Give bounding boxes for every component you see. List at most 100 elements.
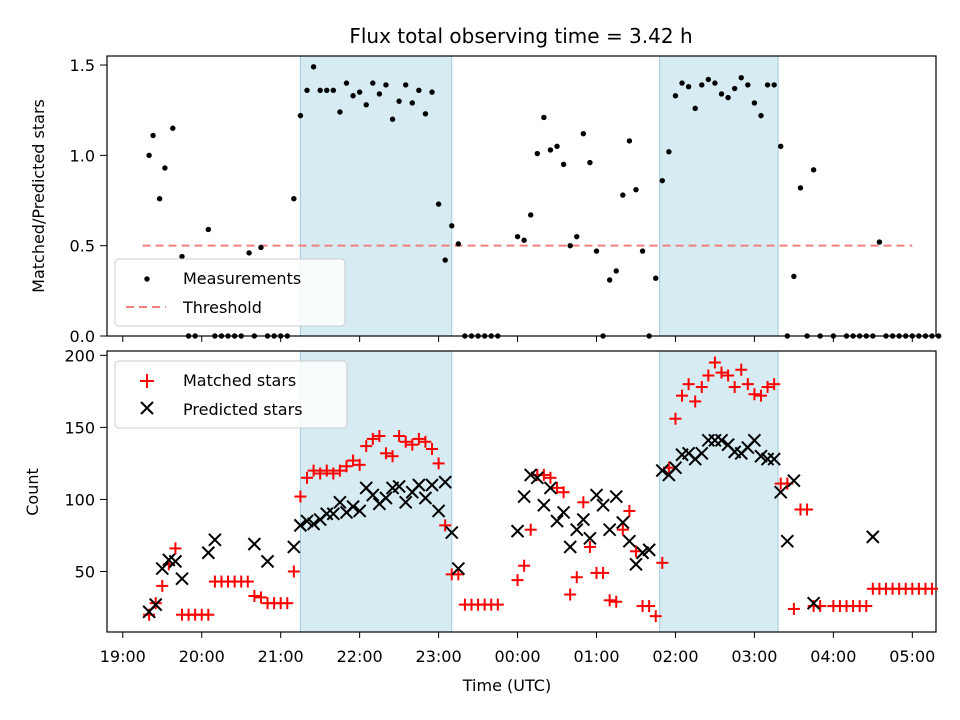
predicted-stars-point	[201, 546, 216, 560]
matched-stars-point	[735, 363, 748, 376]
predicted-stars-point	[787, 473, 801, 488]
predicted-stars-point	[747, 433, 762, 448]
matched-stars-point	[597, 566, 610, 579]
measurement-point	[692, 105, 698, 112]
predicted-stars-point	[550, 514, 564, 528]
predicted-stars-point	[609, 489, 623, 504]
measurement-point	[929, 333, 935, 339]
matched-stars-point	[386, 450, 399, 463]
x-tick-label: 21:00	[258, 647, 304, 666]
predicted-stars-point	[412, 478, 426, 492]
predicted-stars-point	[510, 524, 525, 538]
measurement-point	[850, 333, 856, 339]
predicted-stars-point	[642, 543, 656, 557]
measurement-point	[672, 93, 679, 99]
matched-stars-point	[748, 388, 761, 401]
matched-stars-point	[801, 503, 814, 516]
measurement-point	[179, 253, 185, 260]
measurement-point	[370, 80, 376, 86]
predicted-stars-point	[583, 531, 597, 546]
measurement-point	[514, 233, 521, 240]
predicted-stars-point	[155, 561, 169, 576]
measurement-point	[246, 250, 252, 256]
x-tick-label: 20:00	[179, 647, 225, 666]
matched-stars-point	[419, 435, 432, 448]
predicted-stars-point	[543, 481, 558, 495]
matched-stars-point	[366, 432, 379, 445]
measurement-point	[541, 114, 547, 121]
predicted-stars-point	[780, 534, 795, 548]
measurement-point	[574, 233, 580, 240]
measurement-point	[916, 333, 922, 339]
measurement-point	[304, 87, 310, 94]
matched-stars-point	[623, 504, 636, 517]
count-plot-frame	[106, 350, 937, 633]
predicted-stars-point	[320, 507, 334, 521]
measurement-point	[593, 248, 600, 254]
predicted-stars-point	[392, 479, 406, 494]
predicted-stars-point	[556, 505, 571, 520]
measurement-point	[587, 159, 593, 166]
measurement-point	[699, 82, 705, 88]
matched-stars-point	[761, 381, 774, 394]
ratio-y-tick-label: 1.5	[70, 56, 95, 75]
measurement-point	[416, 87, 422, 94]
ratio-shaded-interval	[659, 55, 779, 337]
matched-stars-point	[393, 430, 406, 443]
predicted-stars-point	[866, 530, 880, 544]
measurement-point	[771, 82, 777, 88]
matched-stars-point	[439, 519, 452, 532]
legend-measurements-marker	[144, 276, 150, 282]
measurement-point	[810, 167, 817, 173]
measurement-point	[909, 333, 916, 339]
predicted-stars-point	[517, 489, 531, 504]
matched-stars-point	[294, 490, 307, 503]
predicted-stars-point	[431, 504, 446, 518]
x-tick-label: 22:00	[337, 647, 383, 666]
measurement-point	[422, 111, 429, 117]
measurement-point	[797, 185, 804, 191]
measurement-point	[751, 100, 758, 106]
measurement-point	[156, 196, 163, 202]
measurement-point	[659, 177, 665, 184]
ratio-y-tick-label: 0.0	[70, 327, 95, 346]
measurement-point	[343, 80, 350, 86]
legend-predicted-label: Predicted stars	[183, 400, 303, 419]
predicted-stars-point	[701, 433, 716, 448]
measurement-point	[534, 150, 540, 157]
predicted-stars-point	[714, 433, 729, 448]
measurement-point	[435, 201, 442, 207]
matched-stars-point	[426, 442, 439, 455]
matched-stars-point	[926, 582, 939, 595]
predicted-stars-point	[451, 561, 466, 576]
measurement-point	[896, 333, 902, 339]
measurement-point	[363, 102, 369, 108]
ratio-plot-frame	[106, 55, 937, 337]
matched-stars-point	[669, 412, 682, 425]
matched-stars-point	[728, 381, 741, 394]
measurement-point	[633, 186, 639, 193]
measurement-point	[170, 125, 176, 131]
matched-stars-point	[307, 464, 320, 477]
count-y-tick-label: 150	[64, 418, 95, 437]
matched-stars-point	[524, 523, 537, 536]
predicted-stars-point	[806, 596, 821, 610]
ratio-panel: 0.0 0.5 1.0 1.5 Matched/Predicted stars Mea…	[29, 55, 942, 346]
matched-stars-point	[452, 568, 465, 581]
measurement-point	[554, 143, 560, 150]
predicted-stars-point	[260, 554, 275, 569]
matched-stars-point	[583, 540, 596, 553]
measurement-point	[324, 87, 330, 94]
x-tick-label: 23:00	[416, 647, 462, 666]
predicted-stars-point	[774, 485, 788, 499]
measurement-point	[277, 333, 284, 339]
predicted-stars-point	[602, 522, 617, 537]
predicted-stars-point	[398, 495, 413, 510]
measurement-point	[356, 89, 363, 95]
measurement-point	[738, 74, 744, 81]
count-y-tick-label: 200	[64, 346, 95, 365]
predicted-stars-point	[622, 534, 637, 548]
predicted-stars-point	[655, 463, 670, 478]
matched-stars-point	[156, 579, 169, 592]
measurement-point	[870, 333, 876, 339]
